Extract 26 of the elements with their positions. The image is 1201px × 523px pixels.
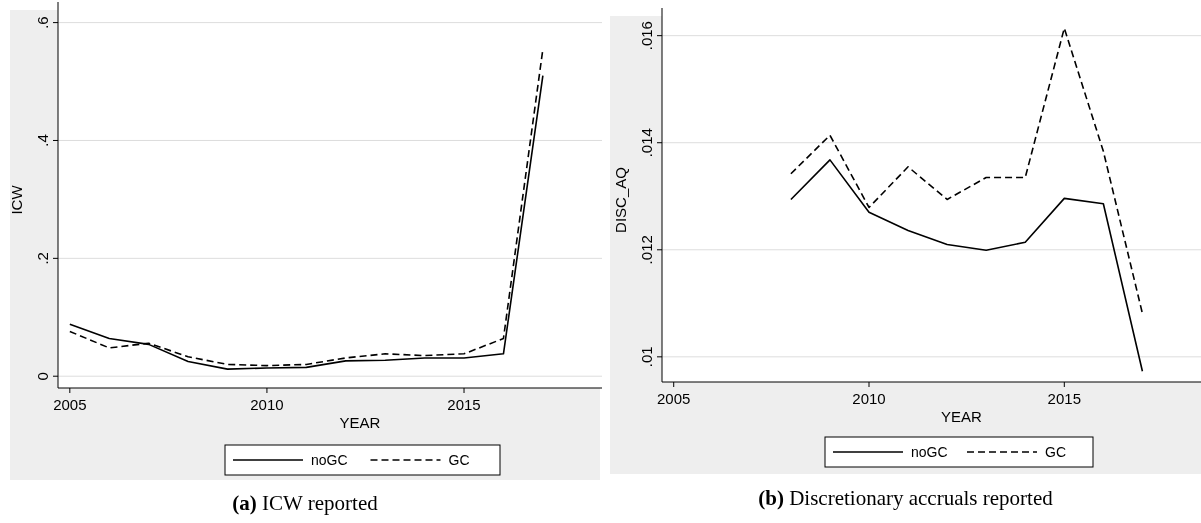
y-tick-label: .4 — [34, 134, 51, 147]
x-tick-label: 2010 — [852, 390, 886, 407]
line-series — [790, 27, 1144, 315]
x-axis-title: YEAR — [339, 414, 381, 431]
y-axis-title: DISC_AQ — [612, 167, 629, 233]
x-axis-title: YEAR — [941, 408, 983, 425]
text: (a) ICW reported — [232, 491, 379, 515]
y-tick-label: .6 — [34, 16, 51, 29]
line-series — [790, 159, 1144, 373]
x-tick-label: 2015 — [447, 396, 481, 413]
x-tick-label: 2015 — [1047, 390, 1081, 407]
y-tick-label: .2 — [34, 252, 51, 265]
x-tick-label: 2005 — [53, 396, 87, 413]
legend-label: GC — [448, 452, 470, 468]
legend-label: GC — [1045, 444, 1066, 460]
legend-label: noGC — [311, 452, 348, 468]
y-tick-label: .016 — [638, 21, 655, 51]
y-axis-title: ICW — [8, 184, 25, 215]
text: (b) Discretionary accruals reported — [758, 486, 1054, 510]
y-tick-label: .014 — [638, 128, 655, 158]
y-tick-label: 0 — [34, 372, 51, 381]
x-tick-label: 2010 — [250, 396, 284, 413]
y-tick-label: .012 — [638, 235, 655, 265]
y-tick-label: .01 — [638, 346, 655, 368]
legend-label: noGC — [911, 444, 948, 460]
x-tick-label: 2005 — [657, 390, 691, 407]
